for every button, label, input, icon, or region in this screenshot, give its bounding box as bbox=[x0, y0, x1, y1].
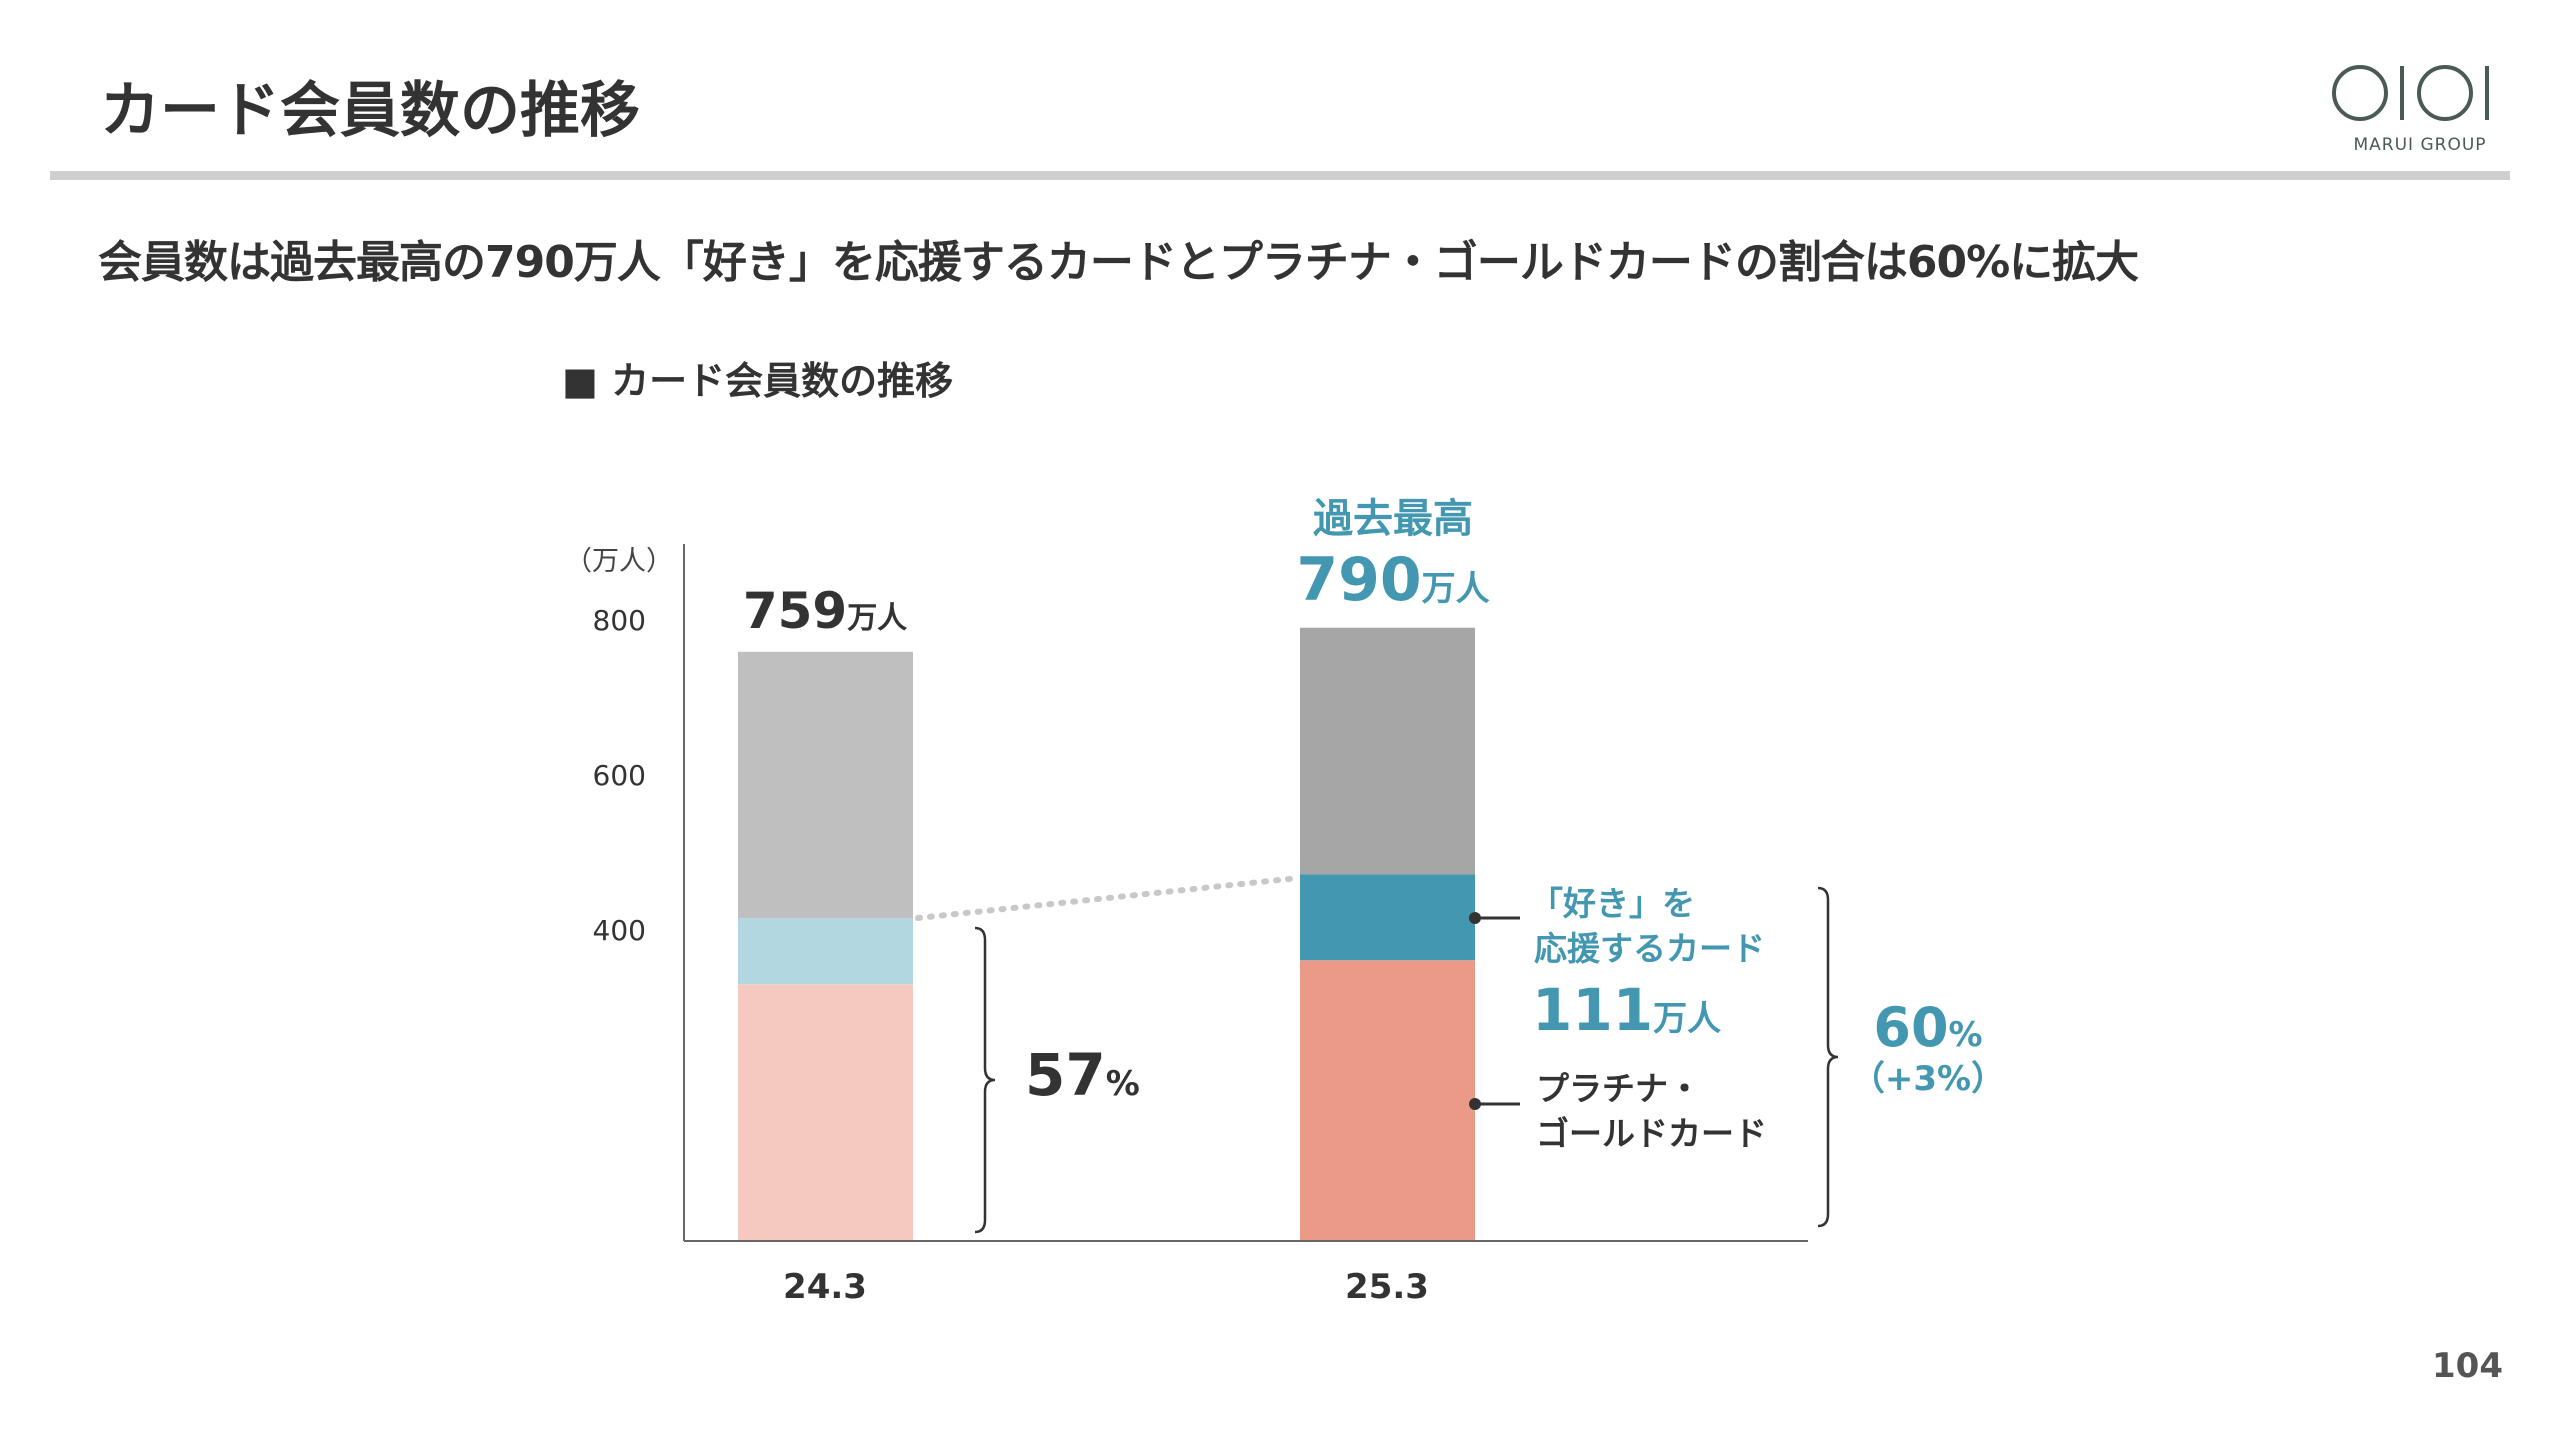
bar-segment-platinum-gold-24.3 bbox=[738, 984, 913, 1240]
x-tick-label: 25.3 bbox=[1345, 1267, 1429, 1307]
page-number: 104 bbox=[2432, 1346, 2503, 1386]
share-change-25: （+3%） bbox=[1851, 1059, 2005, 1099]
marui-group-logo: MARUI GROUP bbox=[2332, 65, 2489, 155]
suki-card-value: 111万人 bbox=[1532, 976, 1721, 1044]
platinum-gold-label: プラチナ・ bbox=[1536, 1069, 1701, 1108]
headline: 会員数は過去最高の790万人「好き」を応援するカードとプラチナ・ゴールドカードの… bbox=[98, 237, 2139, 288]
share-label-25: 60% bbox=[1873, 996, 1982, 1059]
bar-segment-suki-card-24.3 bbox=[738, 918, 913, 985]
brace-25 bbox=[1817, 886, 1839, 1228]
bar-segment-other-24.3 bbox=[738, 651, 913, 919]
total-label-25: 790万人 bbox=[1296, 545, 1489, 615]
suki-card-label: 応援するカード bbox=[1534, 929, 1765, 968]
total-label-24: 759万人 bbox=[743, 582, 907, 640]
y-tick-label: 600 bbox=[593, 759, 646, 792]
logo-text: MARUI GROUP bbox=[2353, 135, 2486, 155]
title-divider bbox=[50, 171, 2510, 180]
x-tick-label: 24.3 bbox=[783, 1267, 867, 1307]
bar-segment-other-25.3 bbox=[1300, 627, 1475, 875]
platinum-gold-label: ゴールドカード bbox=[1536, 1114, 1767, 1153]
page-title: カード会員数の推移 bbox=[100, 76, 640, 146]
trend-connector bbox=[915, 875, 1301, 921]
bar-segment-platinum-gold-25.3 bbox=[1300, 960, 1475, 1240]
record-high-label: 過去最高 bbox=[1313, 496, 1473, 542]
y-axis-unit: （万人） bbox=[565, 546, 673, 577]
brace-24 bbox=[974, 926, 996, 1234]
y-tick-label: 800 bbox=[593, 604, 646, 637]
share-label-24: 57% bbox=[1025, 1041, 1140, 1109]
suki-card-label: 「好き」を bbox=[1530, 884, 1695, 923]
bar-segment-suki-card-25.3 bbox=[1300, 874, 1475, 961]
y-tick-label: 400 bbox=[593, 914, 646, 947]
chart-heading: ■ カード会員数の推移 bbox=[562, 359, 954, 403]
